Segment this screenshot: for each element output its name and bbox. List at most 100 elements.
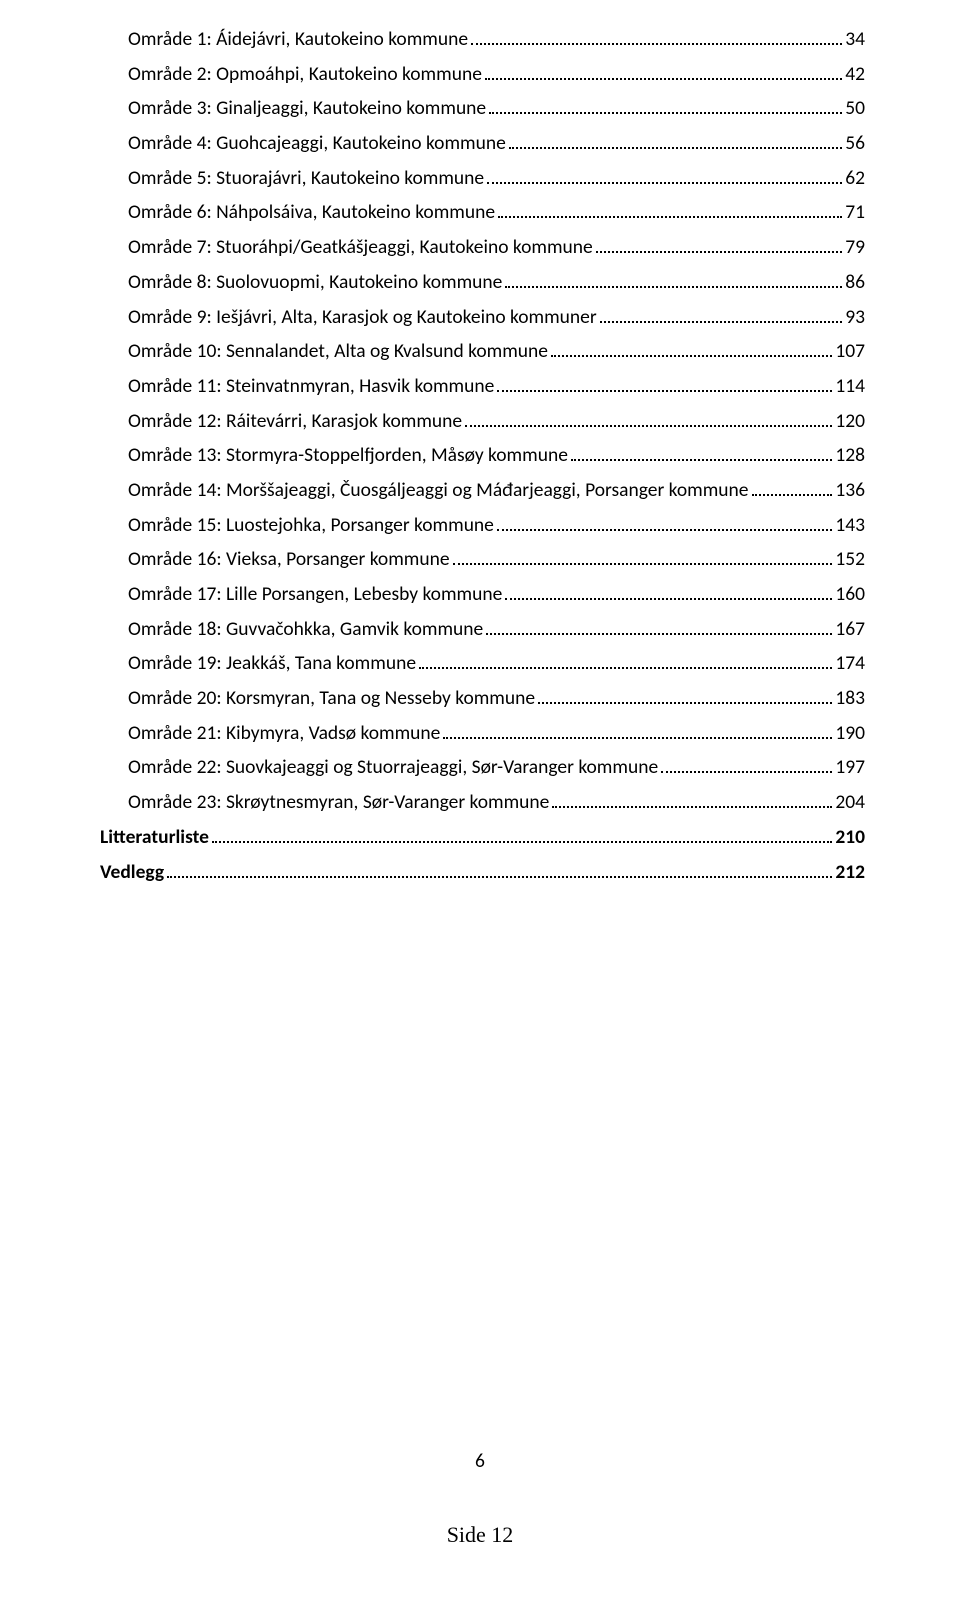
toc-entry-page: 210 — [835, 828, 865, 848]
toc-entry-title: Område 6: Náhpolsáiva, Kautokeino kommun… — [128, 203, 495, 223]
toc-entry-page: 86 — [845, 273, 865, 293]
toc-leader — [498, 205, 842, 219]
toc-entry-page: 204 — [835, 793, 865, 813]
toc-entry: Område 18: Guvvačohkka, Gamvik kommune 16… — [100, 620, 865, 640]
toc-entry-title: Område 3: Ginaljeaggi, Kautokeino kommun… — [128, 99, 486, 119]
toc-entry: Område 15: Luostejohka, Porsanger kommun… — [100, 516, 865, 536]
toc-entry: Område 10: Sennalandet, Alta og Kvalsund… — [100, 342, 865, 362]
toc-entry-page: 114 — [835, 377, 865, 397]
toc-entry: Område 1: Áidejávri, Kautokeino kommune 3… — [100, 30, 865, 50]
toc-leader — [485, 66, 842, 80]
toc-entry: Område 13: Stormyra-Stoppelfjorden, Måsø… — [100, 446, 865, 466]
toc-entry: Litteraturliste 210 — [100, 828, 865, 848]
toc-entry-page: 160 — [835, 585, 865, 605]
toc-entry: Vedlegg 212 — [100, 863, 865, 883]
toc-entry-page: 143 — [835, 516, 865, 536]
toc-leader — [471, 31, 842, 45]
toc-entry: Område 5: Stuorajávri, Kautokeino kommun… — [100, 169, 865, 189]
toc-entry-page: 120 — [835, 412, 865, 432]
toc-entry-title: Område 20: Korsmyran, Tana og Nesseby ko… — [128, 689, 535, 709]
toc-entry-page: 62 — [845, 169, 865, 189]
toc-leader — [167, 864, 832, 878]
toc-entry: Område 19: Jeakkáš, Tana kommune 174 — [100, 654, 865, 674]
toc-entry: Område 17: Lille Porsangen, Lebesby komm… — [100, 585, 865, 605]
toc-leader — [453, 552, 833, 566]
toc-entry-page: 50 — [845, 99, 865, 119]
toc-entry-page: 56 — [845, 134, 865, 154]
toc-entry: Område 16: Vieksa, Porsanger kommune 152 — [100, 550, 865, 570]
toc-leader — [661, 760, 832, 774]
toc-entry-title: Område 17: Lille Porsangen, Lebesby komm… — [128, 585, 502, 605]
toc-entry: Område 4: Guohcajeaggi, Kautokeino kommu… — [100, 134, 865, 154]
toc-entry-page: 128 — [835, 446, 865, 466]
toc-entry: Område 20: Korsmyran, Tana og Nesseby ko… — [100, 689, 865, 709]
toc-entry-title: Område 18: Guvvačohkka, Gamvik kommune — [128, 620, 483, 640]
table-of-contents: Område 1: Áidejávri, Kautokeino kommune 3… — [100, 30, 865, 882]
toc-entry-title: Område 1: Áidejávri, Kautokeino kommune — [128, 30, 468, 50]
toc-leader — [752, 482, 833, 496]
toc-entry-title: Område 16: Vieksa, Porsanger kommune — [128, 550, 450, 570]
toc-entry-page: 34 — [845, 30, 865, 50]
toc-entry-title: Område 15: Luostejohka, Porsanger kommun… — [128, 516, 494, 536]
toc-entry-title: Vedlegg — [100, 863, 164, 883]
toc-leader — [571, 448, 832, 462]
toc-leader — [505, 274, 842, 288]
toc-entry: Område 21: Kibymyra, Vadsø kommune 190 — [100, 724, 865, 744]
toc-entry-title: Område 9: Iešjávri, Alta, Karasjok og Ka… — [128, 308, 597, 328]
toc-entry-title: Område 4: Guohcajeaggi, Kautokeino kommu… — [128, 134, 506, 154]
toc-leader — [489, 101, 842, 115]
toc-leader — [486, 621, 832, 635]
toc-entry-page: 174 — [835, 654, 865, 674]
toc-leader — [443, 725, 832, 739]
toc-leader — [552, 794, 832, 808]
toc-entry: Område 7: Stuoráhpi/Geatkášjeaggi, Kauto… — [100, 238, 865, 258]
toc-entry-title: Område 13: Stormyra-Stoppelfjorden, Måsø… — [128, 446, 568, 466]
toc-entry-page: 107 — [835, 342, 865, 362]
toc-entry-page: 167 — [835, 620, 865, 640]
toc-entry-title: Område 21: Kibymyra, Vadsø kommune — [128, 724, 440, 744]
toc-entry-page: 79 — [845, 238, 865, 258]
toc-entry: Område 11: Steinvatnmyran, Hasvik kommun… — [100, 377, 865, 397]
toc-entry-page: 197 — [835, 758, 865, 778]
toc-entry: Område 9: Iešjávri, Alta, Karasjok og Ka… — [100, 308, 865, 328]
toc-leader — [509, 135, 842, 149]
toc-leader — [497, 517, 832, 531]
toc-entry-page: 42 — [845, 65, 865, 85]
toc-entry: Område 22: Suovkajeaggi og Stuorrajeaggi… — [100, 758, 865, 778]
toc-entry-page: 71 — [845, 203, 865, 223]
toc-entry: Område 3: Ginaljeaggi, Kautokeino kommun… — [100, 99, 865, 119]
toc-entry: Område 14: Morššajeaggi, Čuosgáljeaggi o… — [100, 481, 865, 501]
toc-leader — [497, 378, 832, 392]
toc-leader — [600, 309, 843, 323]
toc-entry-title: Område 19: Jeakkáš, Tana kommune — [128, 654, 416, 674]
toc-leader — [505, 586, 832, 600]
toc-entry-page: 136 — [835, 481, 865, 501]
toc-entry-page: 93 — [845, 308, 865, 328]
toc-entry-title: Område 23: Skrøytnesmyran, Sør-Varanger … — [128, 793, 549, 813]
toc-entry-title: Område 8: Suolovuopmi, Kautokeino kommun… — [128, 273, 502, 293]
toc-entry-page: 152 — [835, 550, 865, 570]
toc-leader — [465, 413, 832, 427]
toc-entry-title: Område 2: Opmoáhpi, Kautokeino kommune — [128, 65, 482, 85]
toc-entry: Område 23: Skrøytnesmyran, Sør-Varanger … — [100, 793, 865, 813]
toc-entry-title: Litteraturliste — [100, 828, 209, 848]
toc-entry-title: Område 5: Stuorajávri, Kautokeino kommun… — [128, 169, 484, 189]
toc-leader — [212, 829, 832, 843]
toc-leader — [487, 170, 842, 184]
toc-entry-title: Område 7: Stuoráhpi/Geatkášjeaggi, Kauto… — [128, 238, 593, 258]
toc-entry-page: 190 — [835, 724, 865, 744]
toc-entry: Område 6: Náhpolsáiva, Kautokeino kommun… — [100, 203, 865, 223]
toc-entry: Område 12: Ráitevárri, Karasjok kommune 1… — [100, 412, 865, 432]
toc-leader — [596, 239, 842, 253]
toc-leader — [419, 656, 832, 670]
inner-page-number: 6 — [0, 1449, 960, 1473]
toc-entry: Område 8: Suolovuopmi, Kautokeino kommun… — [100, 273, 865, 293]
toc-entry-title: Område 12: Ráitevárri, Karasjok kommune — [128, 412, 462, 432]
toc-entry-page: 183 — [835, 689, 865, 709]
toc-entry-title: Område 10: Sennalandet, Alta og Kvalsund… — [128, 342, 548, 362]
outer-page-number: Side 12 — [0, 1522, 960, 1548]
toc-entry-page: 212 — [835, 863, 865, 883]
toc-entry: Område 2: Opmoáhpi, Kautokeino kommune 42 — [100, 65, 865, 85]
toc-leader — [551, 344, 832, 358]
toc-entry-title: Område 22: Suovkajeaggi og Stuorrajeaggi… — [128, 758, 658, 778]
